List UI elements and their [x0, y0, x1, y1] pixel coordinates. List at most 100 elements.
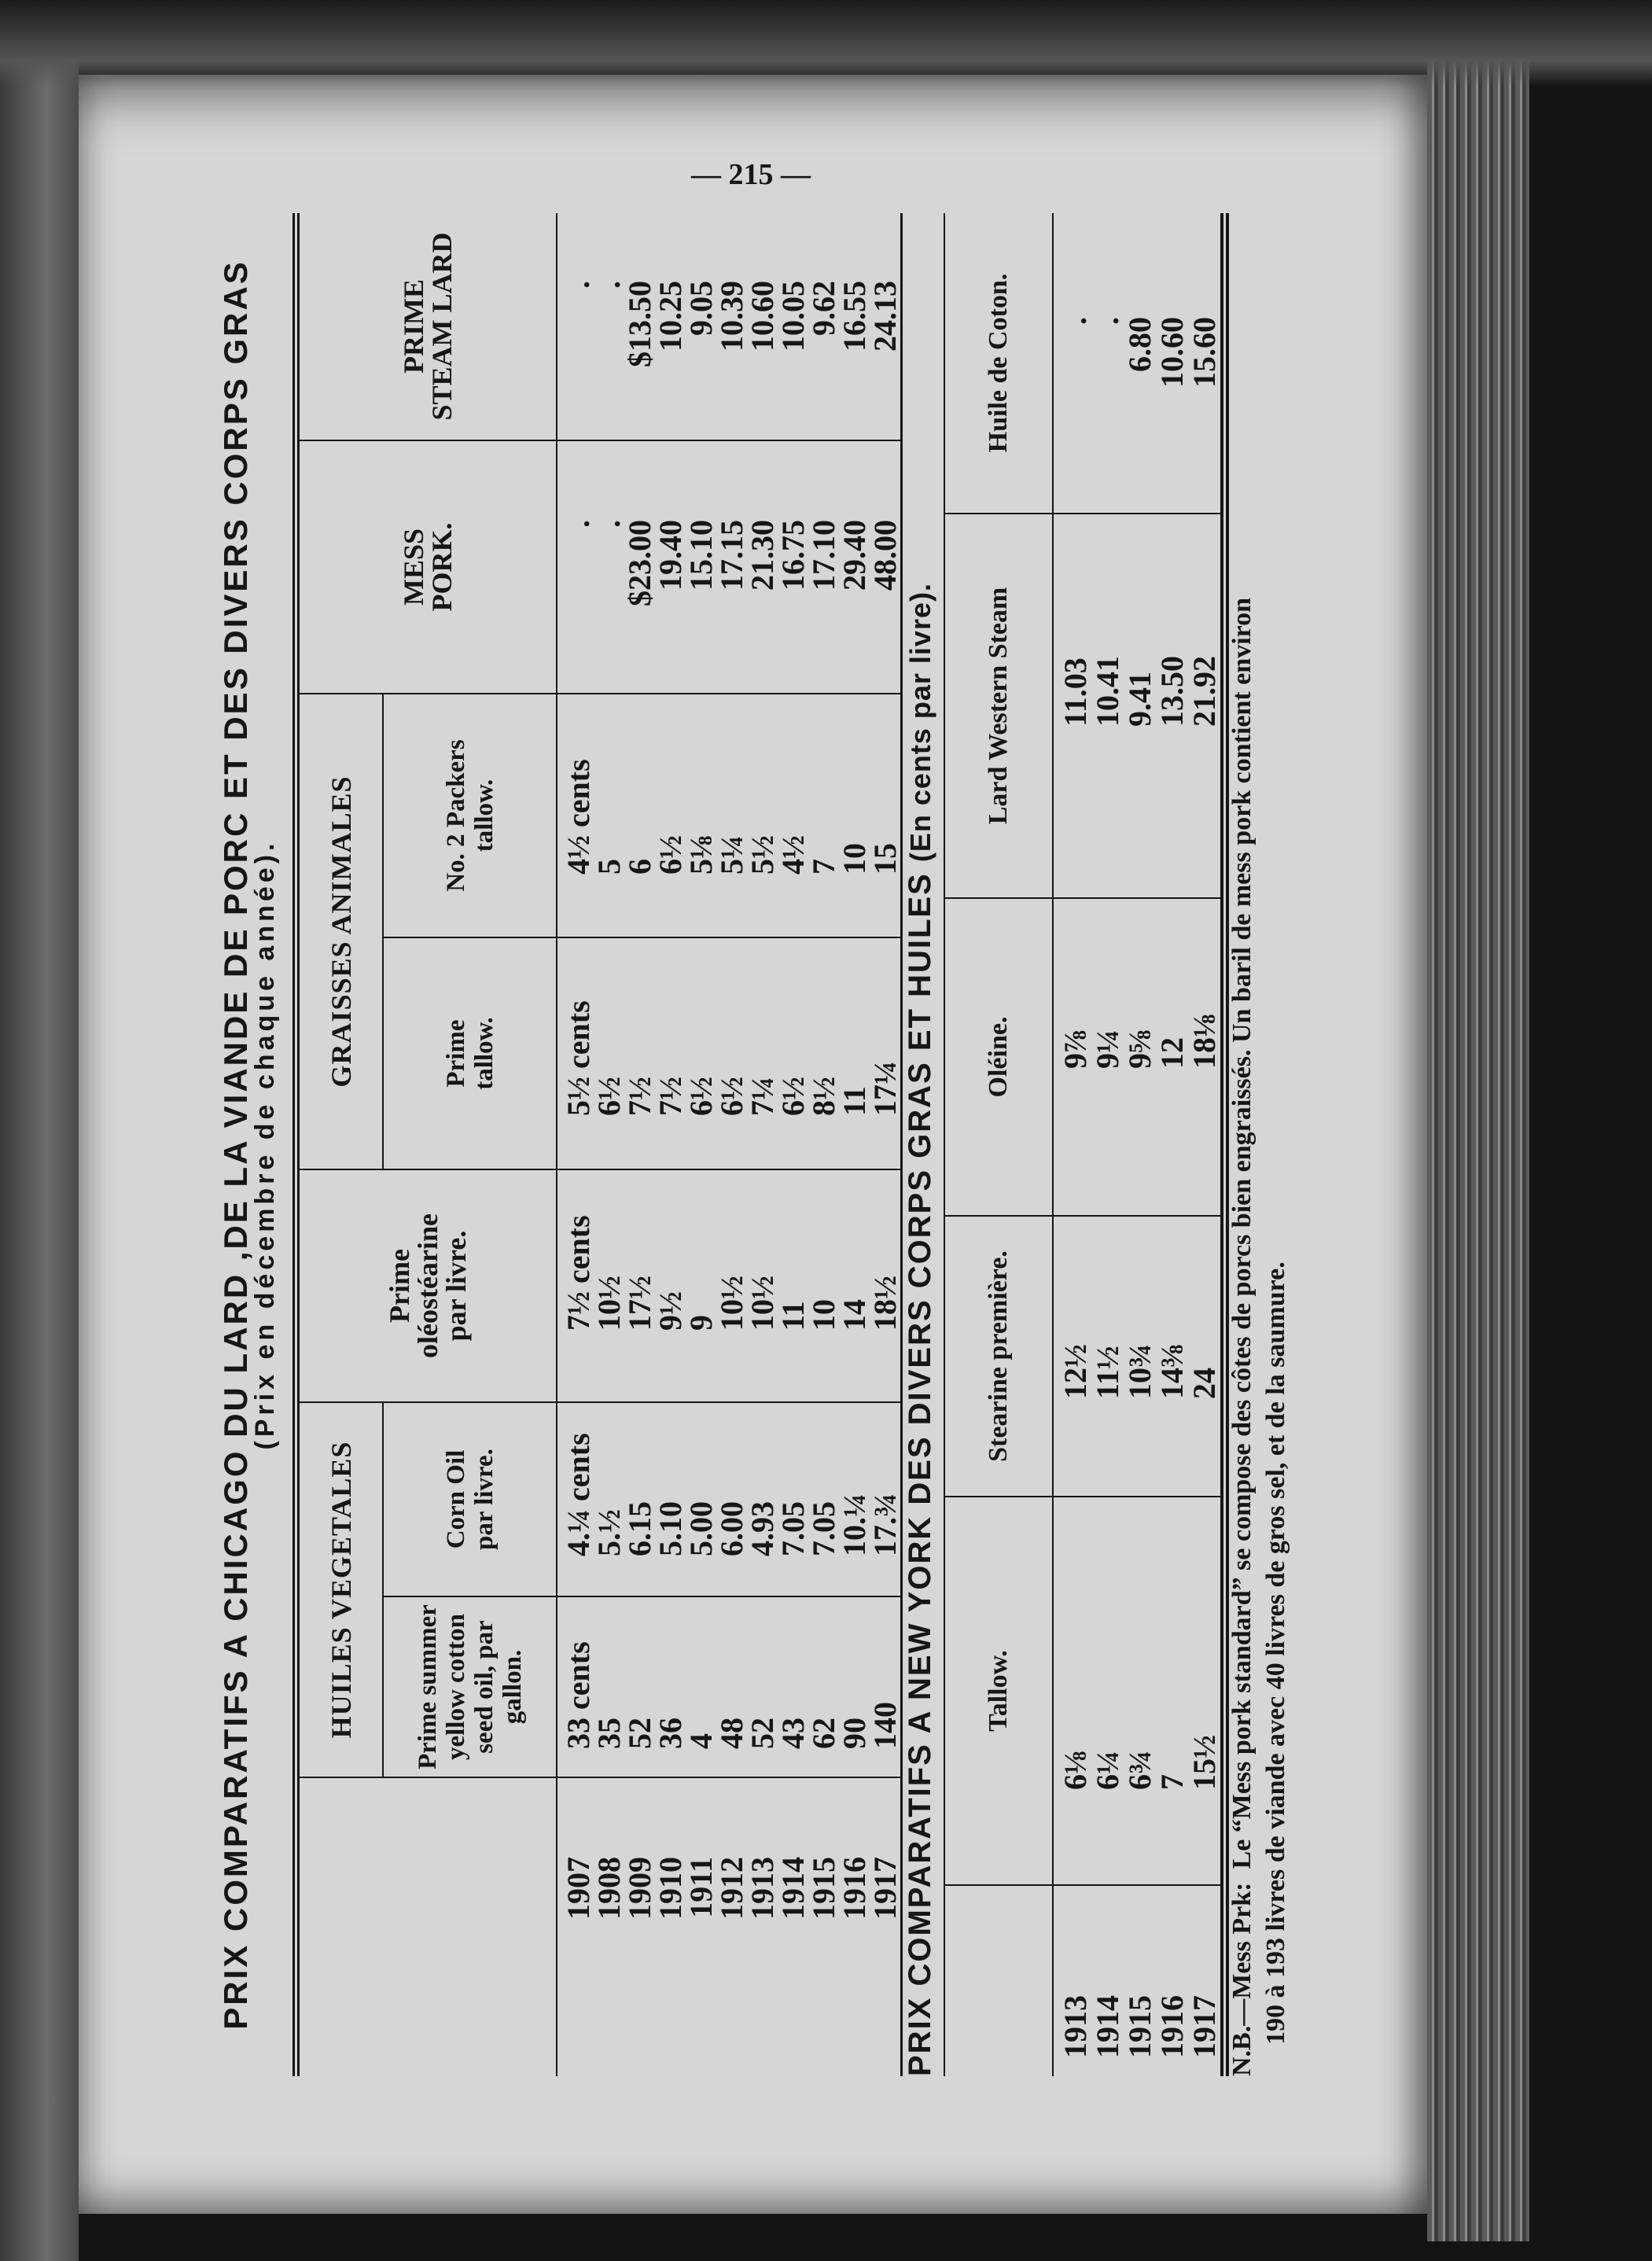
cell-prime-tallow: 6½ [775, 937, 811, 1169]
cell-mess-pork: 29.40 [837, 440, 872, 694]
cell-tallow: 6¼ [1090, 1497, 1125, 1885]
cell-mess-pork: 48.00 [867, 440, 903, 694]
cell-oleine: 9¼ [1090, 898, 1125, 1216]
cell-year: 1911 [683, 1857, 719, 1918]
cell-cotton-seed-oil: 140 [867, 1596, 903, 1777]
cell-corn-oil: 17.¾ [867, 1402, 903, 1596]
new-york-title-main: PRIX COMPARATIFS A NEW YORK DES DIVERS C… [903, 872, 937, 2076]
cell-cotton-oil: 15.60 [1187, 213, 1225, 514]
new-york-price-table: Tallow. Stearine première. Oléine. Lard … [944, 213, 1229, 2076]
cell-steam-lard: 9.62 [806, 213, 841, 440]
cell-packers-tallow: 5¼ [714, 694, 749, 937]
table-row: 1914 6¼ 11½ 9¼ 10.41. [1090, 213, 1125, 2076]
cell-tallow: 6¾ [1122, 1497, 1157, 1885]
new-york-table-title: PRIX COMPARATIFS A NEW YORK DES DIVERS C… [903, 213, 938, 2076]
group-header-vegetable-oils: HUILES VEGETALES [296, 1402, 383, 1777]
new-york-title-unit: (En cents par livre). [904, 583, 936, 863]
table-row: 1914 43 7.05 11 6½ 4½ 16.75 10.05 [775, 213, 811, 2076]
cell-steam-lard: 10.05 [775, 213, 811, 440]
row-spacer [557, 213, 563, 2076]
header-steam-lard: PRIME STEAM LARD [296, 213, 557, 440]
footnote-text-1: Le “Mess pork standard” se compose des c… [1227, 597, 1256, 1869]
cell-stearine: 10¾ [1122, 1216, 1157, 1497]
cell-corn-oil: 4.¼ cents [561, 1402, 596, 1596]
cell-lard-western-steam: 13.50 [1154, 514, 1190, 898]
cell-oleine: 9⅞ [1058, 898, 1093, 1216]
cell-steam-lard: 10.60 [745, 213, 780, 440]
cell-stearine: 14⅜ [1154, 1216, 1190, 1497]
cell-mess-pork: $23.00 [622, 440, 657, 694]
cell-prime-tallow: 7½ [622, 937, 657, 1169]
cell-year: 1915 [1122, 1995, 1157, 2058]
header-cotton-oil: Huile de Coton. [944, 213, 1053, 514]
cell-corn-oil: 5.½ [591, 1402, 627, 1596]
cell-year: 1917 [1187, 1995, 1222, 2058]
cell-steam-lard: . [591, 213, 627, 440]
cell-mess-pork: 21.30 [745, 440, 780, 694]
page-paper [79, 75, 1427, 2214]
cell-oleine: 12 [1154, 898, 1190, 1216]
cell-oleostearine: 11 [775, 1169, 811, 1402]
cell-tallow: 15½ [1187, 1497, 1225, 1885]
header-oleine: Oléine. [944, 898, 1053, 1216]
cell-prime-tallow: 5½ cents [561, 937, 596, 1169]
cell-corn-oil: 10.¼ [837, 1402, 872, 1596]
scan-shadow [0, 0, 1652, 87]
header-lard-western-steam: Lard Western Steam [944, 514, 1053, 898]
table-row: 1912 48 6.00 10½ 6½ 5¼ 17.15 10.39 [714, 213, 749, 2076]
new-york-table-body: 1913 6⅛ 12½ 9⅞ 11.03. 1914 6¼ 11½ 9¼ 10.41. 1915 6¾… [1053, 213, 1225, 2076]
footnote: N.B.—Mess Prk: Le “Mess pork standard” s… [1225, 189, 1293, 2076]
cell-corn-oil: 5.10 [653, 1402, 688, 1596]
chicago-price-table: HUILES VEGETALES Prime oléostéarine par … [293, 213, 903, 2076]
cell-lard-western-steam: 21.92 [1187, 514, 1225, 898]
cell-prime-tallow: 6½ [591, 937, 627, 1169]
year-header [944, 1885, 1053, 2076]
cell-oleostearine: 7½ cents [561, 1169, 596, 1402]
cell-packers-tallow: 15 [867, 694, 903, 937]
cell-prime-tallow: 6½ [714, 937, 749, 1169]
cell-mess-pork: 19.40 [653, 440, 688, 694]
cell-corn-oil: 7.05 [775, 1402, 811, 1596]
cell-packers-tallow: 5 [591, 694, 627, 937]
table-row: 1908 35 5.½ 10½ 6½ 5.. [591, 213, 627, 2076]
table-row: 1917 15½ 24 18⅛ 21.92 15.60 [1187, 213, 1225, 2076]
cell-cotton-oil: . [1090, 213, 1125, 514]
header-oleostearine: Prime oléostéarine par livre. [296, 1169, 557, 1402]
cell-year: 1915 [806, 1857, 841, 1920]
cell-cotton-seed-oil: 35 [591, 1596, 627, 1777]
cell-cotton-seed-oil: 43 [775, 1596, 811, 1777]
cell-year: 1913 [1058, 1995, 1093, 2058]
header-stearine: Stearine première. [944, 1216, 1053, 1497]
cell-oleine: 18⅛ [1187, 898, 1225, 1216]
group-header-animal-fats: GRAISSES ANIMALES [296, 694, 383, 1169]
cell-prime-tallow: 11 [837, 937, 872, 1169]
cell-stearine: 12½ [1058, 1216, 1093, 1497]
cell-mess-pork: 17.15 [714, 440, 749, 694]
cell-packers-tallow: 5½ [745, 694, 780, 937]
cell-oleostearine: 18½ [867, 1169, 903, 1402]
table-row: 1917 140 17.¾ 18½ 17¼ 15 48.00 24.13 [867, 213, 903, 2076]
header-packers-tallow: No. 2 Packers tallow. [383, 694, 557, 937]
cell-year: 1908 [591, 1857, 627, 1920]
cell-year: 1916 [1154, 1995, 1190, 2058]
cell-stearine: 24 [1187, 1216, 1225, 1497]
cell-mess-pork: 16.75 [775, 440, 811, 694]
cell-cotton-seed-oil: 62 [806, 1596, 841, 1777]
cell-steam-lard: 10.25 [653, 213, 688, 440]
cell-oleostearine: 9 [683, 1169, 719, 1402]
book-page-edges [1427, 47, 1529, 2241]
cell-steam-lard: . [561, 213, 596, 440]
cell-packers-tallow: 4½ cents [561, 694, 596, 937]
header-tallow: Tallow. [944, 1497, 1053, 1885]
cell-lard-western-steam: 11.03 [1058, 514, 1093, 898]
cell-oleostearine: 17½ [622, 1169, 657, 1402]
page-number: — 215 — [691, 158, 811, 191]
cell-corn-oil: 6.00 [714, 1402, 749, 1596]
header-corn-oil: Corn Oil par livre. [383, 1402, 557, 1596]
cell-steam-lard: 16.55 [837, 213, 872, 440]
table-row: 1907 33 cents 4.¼ cents 7½ cents 5½ cents 4½ … [561, 213, 596, 2076]
cell-prime-tallow: 8½ [806, 937, 841, 1169]
cell-mess-pork: 17.10 [806, 440, 841, 694]
table-row: 1913 52 4.93 10½ 7¼ 5½ 21.30 10.60 [745, 213, 780, 2076]
